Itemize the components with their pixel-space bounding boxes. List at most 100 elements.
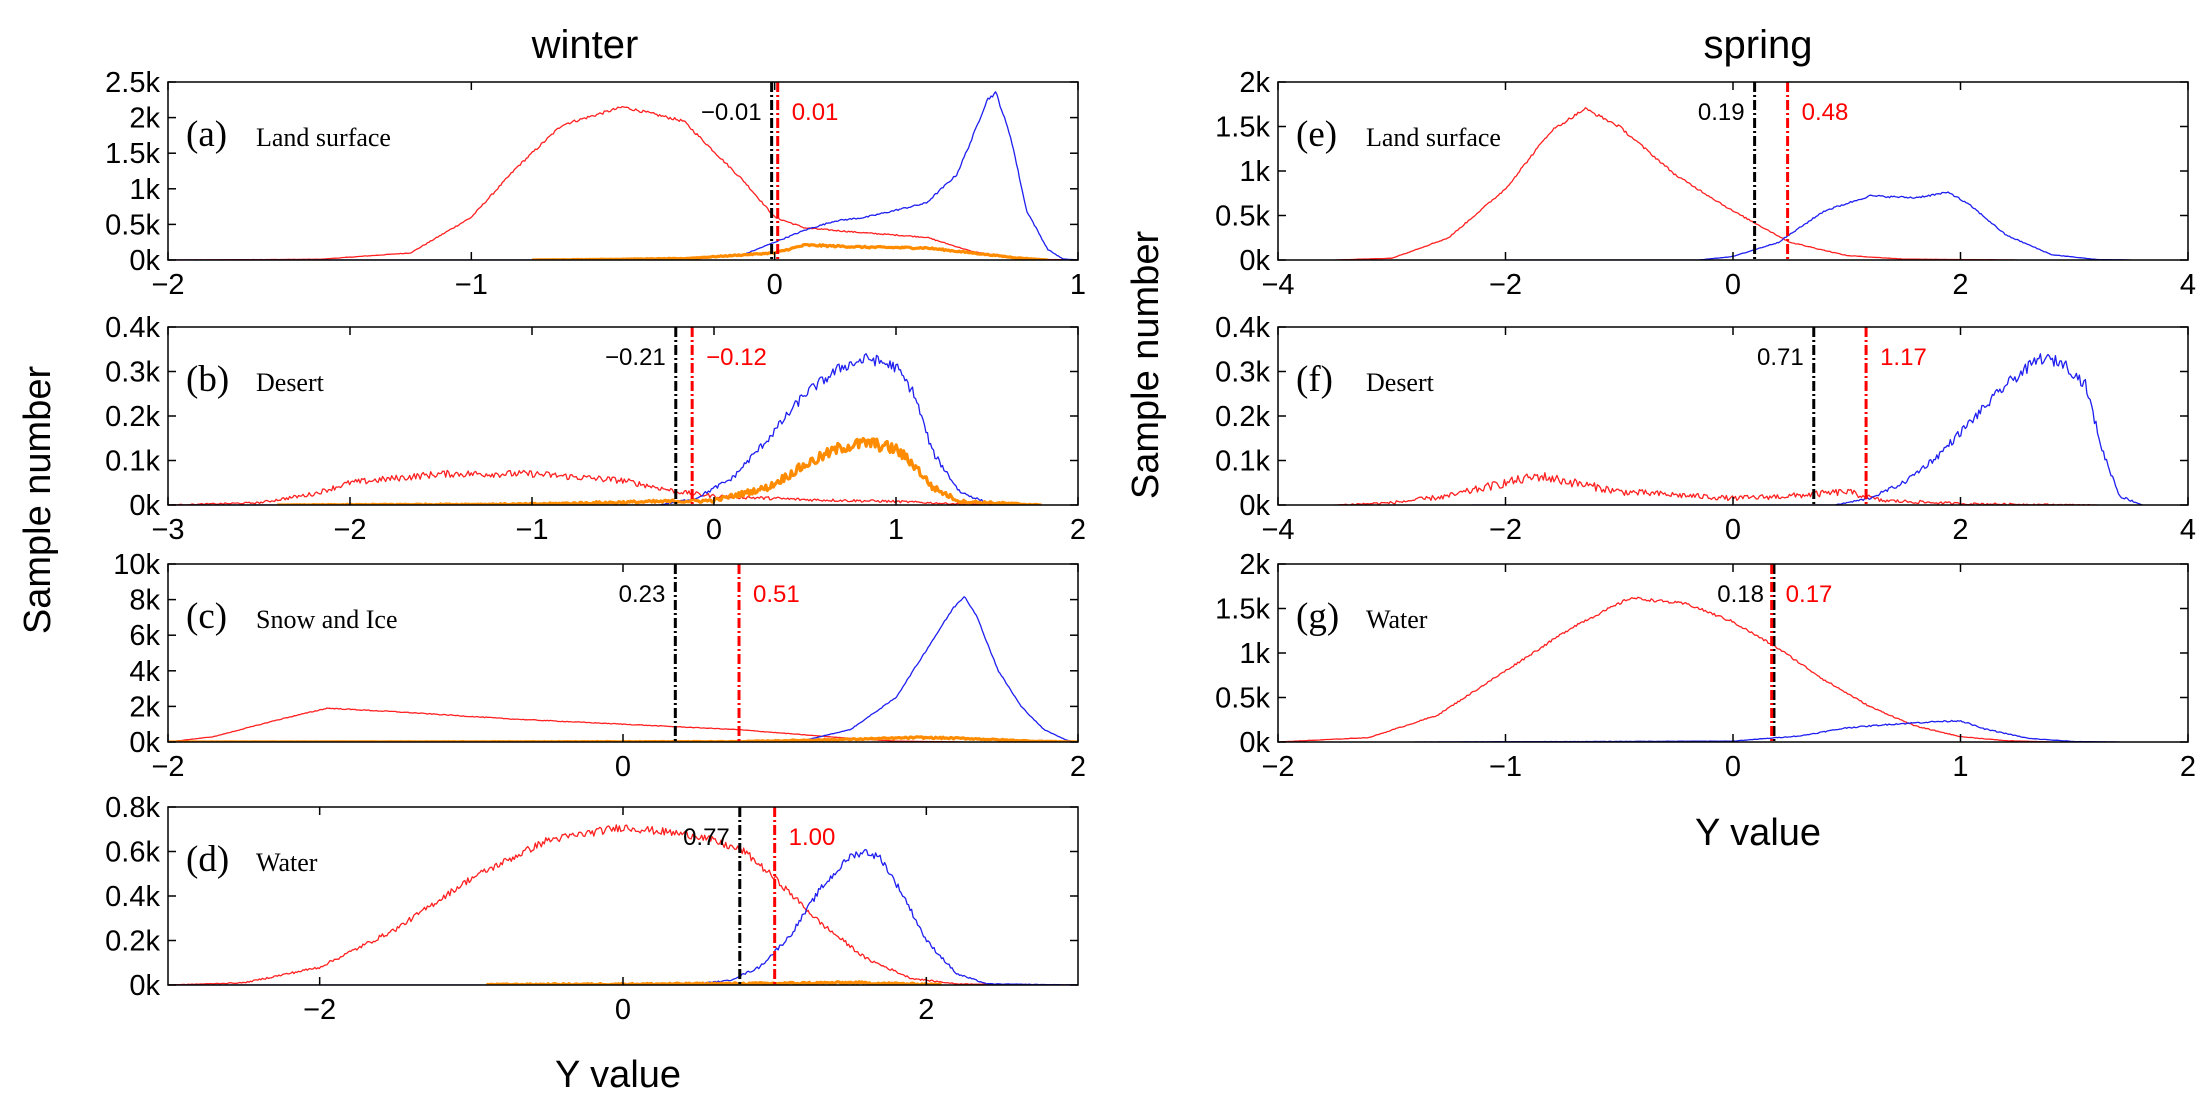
x-tick-label: −3 [151,514,184,546]
x-tick-label: 0 [1725,751,1741,783]
y-tick-label: 8k [129,585,160,617]
x-tick-label: −2 [151,751,184,783]
panel-category: Water [1366,605,1428,634]
column-title-spring: spring [1704,23,1813,67]
x-tick-label: −2 [1261,751,1294,783]
x-tick-label: −1 [515,514,548,546]
y-tick-label: 0.4k [105,312,160,344]
x-tick-label: 1 [1070,269,1086,301]
y-tick-label: 0.1k [105,446,160,478]
x-tick-label: 2 [1952,514,1968,546]
panel-category: Snow and Ice [256,605,398,634]
y-tick-label: 6k [129,620,160,652]
y-tick-label: 0.3k [105,357,160,389]
x-tick-label: 0 [615,751,631,783]
panel-category: Desert [256,368,325,397]
x-tick-label: 0 [706,514,722,546]
x-tick-label: 1 [888,514,904,546]
y-tick-label: 0k [129,970,160,1002]
y-tick-label: 1.5k [105,138,160,170]
series-group [168,91,1078,260]
y-tick-label: 0k [129,727,160,759]
y-tick-label: 2k [1239,549,1270,581]
x-tick-label: 2 [2180,751,2196,783]
x-tick-label: −4 [1261,514,1294,546]
x-tick-label: 1 [1952,751,1968,783]
series-group [1334,107,2132,260]
series-line-blue [1471,353,2143,505]
y-tick-label: 0.6k [105,837,160,869]
panel-category: Desert [1366,368,1435,397]
panel-category: Land surface [1366,123,1501,152]
series-line-red [168,469,1042,505]
threshold-label-black: 0.18 [1717,581,1764,608]
series-line-red [1278,596,2052,742]
y-tick-label: 0.4k [105,881,160,913]
x-tick-label: 0 [1725,269,1741,301]
series-line-orange [277,436,1042,505]
y-tick-label: 2k [129,691,160,723]
series-line-blue [168,91,1078,260]
series-line-blue [168,596,1078,742]
y-tick-label: 2k [129,103,160,135]
panel-label: (g) [1296,596,1339,637]
y-tick-label: 0.5k [1215,683,1270,715]
threshold-label-black: 0.23 [619,581,666,608]
y-tick-label: 1k [129,174,160,206]
panel-b: −0.21 −0.12 −3 −2 −1 0 1 2 0k 0.1k 0.2k 0.3k 0.4k (b)… [105,312,1086,546]
y-tick-label: 0k [1239,245,1270,277]
y-tick-label: 1.5k [1215,594,1270,626]
column-title-winter: winter [531,23,639,67]
y-tick-label: 0k [1239,727,1270,759]
x-tick-label: 2 [1070,514,1086,546]
panel-label: (f) [1296,359,1333,400]
series-line-orange [531,243,1048,260]
series-line-blue [168,353,1042,505]
threshold-label-black: 0.77 [683,824,730,851]
series-group [1334,353,2143,505]
y-tick-label: 1.5k [1215,112,1270,144]
panel-label: (e) [1296,114,1337,155]
panel-category: Land surface [256,123,391,152]
series-line-red [1334,107,2018,260]
y-tick-label: 1k [1239,638,1270,670]
x-tick-label: 2 [1952,269,1968,301]
y-tick-label: 0k [1239,490,1270,522]
y-tick-label: 0.1k [1215,446,1270,478]
x-tick-label: −1 [1489,751,1522,783]
x-tick-label: 2 [918,994,934,1026]
x-tick-label: 4 [2180,514,2196,546]
y-tick-label: 0.3k [1215,357,1270,389]
threshold-label-black: −0.21 [605,344,666,371]
panel-label: (c) [186,596,227,637]
panel-f: 0.71 1.17 −4 −2 0 2 4 0k 0.1k 0.2k 0.3k 0.4k (f) Dese… [1215,312,2196,546]
panel-label: (b) [186,359,229,400]
y-tick-label: 0.2k [105,926,160,958]
y-tick-label: 10k [113,549,160,581]
y-tick-label: 0.8k [105,792,160,824]
threshold-label-red: 1.17 [1880,344,1927,371]
x-tick-label: −4 [1261,269,1294,301]
plot-frame [167,81,1079,261]
y-tick-label: 2k [1239,67,1270,99]
panel-label: (d) [186,839,229,880]
x-tick-label: 0 [767,269,783,301]
series-line-blue [1505,191,2132,260]
y-tick-label: 0k [129,490,160,522]
panel-d: 0.77 1.00 −2 0 2 0k 0.2k 0.4k 0.6k 0.8k (d) Water [105,792,1079,1026]
y-tick-label: 0.5k [1215,201,1270,233]
y-axis-label-right: Sample number [1125,231,1167,500]
x-tick-label: 2 [1070,751,1086,783]
y-tick-label: 0.2k [1215,401,1270,433]
threshold-label-red: 0.17 [1786,581,1833,608]
panel-category: Water [256,848,318,877]
series-line-red [1334,472,2097,505]
panel-e: 0.19 0.48 −4 −2 0 2 4 0k 0.5k 1k 1.5k 2k (e) Land sur… [1215,67,2196,301]
threshold-label-red: 0.01 [792,99,839,126]
x-tick-label: −2 [333,514,366,546]
threshold-label-black: 0.19 [1698,99,1745,126]
